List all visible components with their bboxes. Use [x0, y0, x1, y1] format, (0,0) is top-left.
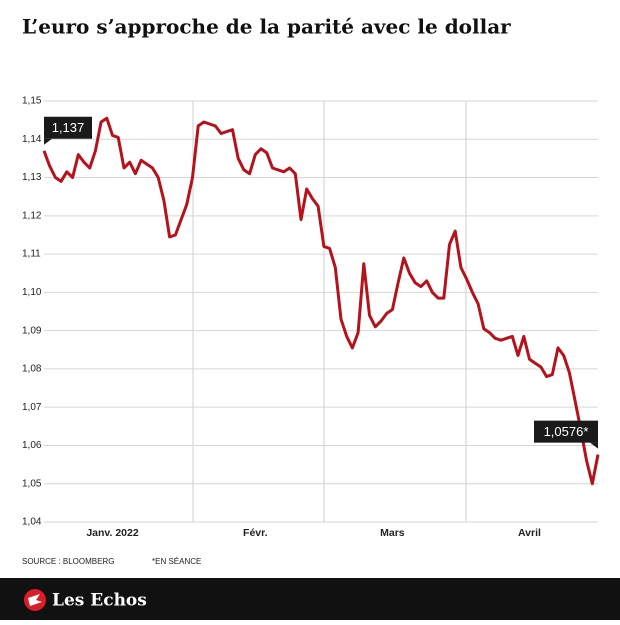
note: *EN SÉANCE — [152, 557, 201, 566]
x-tick-label: Janv. 2022 — [86, 527, 139, 539]
y-tick-label: 1,05 — [22, 478, 42, 489]
y-tick-label: 1,13 — [22, 172, 42, 183]
x-tick-label: Mars — [380, 527, 405, 539]
brand-logo-mark — [28, 594, 42, 606]
value-label-pointer — [590, 442, 598, 449]
source: SOURCE : BLOOMBERG — [22, 557, 114, 566]
y-tick-label: 1,06 — [22, 440, 42, 451]
y-tick-label: 1,09 — [22, 325, 42, 336]
value-label: 1,0576* — [544, 424, 589, 439]
chart-title: L’euro s’approche de la parité avec le d… — [22, 15, 511, 39]
x-tick-label: Févr. — [243, 527, 268, 539]
y-tick-label: 1,15 — [22, 96, 42, 107]
y-tick-label: 1,07 — [22, 402, 42, 413]
y-tick-label: 1,12 — [22, 210, 42, 221]
x-tick-label: Avril — [518, 527, 541, 539]
brand: Les Echos — [52, 591, 147, 611]
value-label: 1,137 — [52, 120, 85, 135]
value-label-pointer — [44, 138, 52, 145]
y-tick-label: 1,11 — [22, 249, 41, 260]
y-tick-label: 1,14 — [22, 134, 42, 145]
value-label-box — [44, 116, 92, 139]
footer-bar — [0, 578, 620, 620]
y-tick-label: 1,04 — [22, 517, 42, 528]
value-label-box — [534, 420, 598, 443]
y-tick-label: 1,08 — [22, 364, 42, 375]
line — [42, 116, 600, 486]
y-tick-label: 1,10 — [22, 287, 42, 298]
